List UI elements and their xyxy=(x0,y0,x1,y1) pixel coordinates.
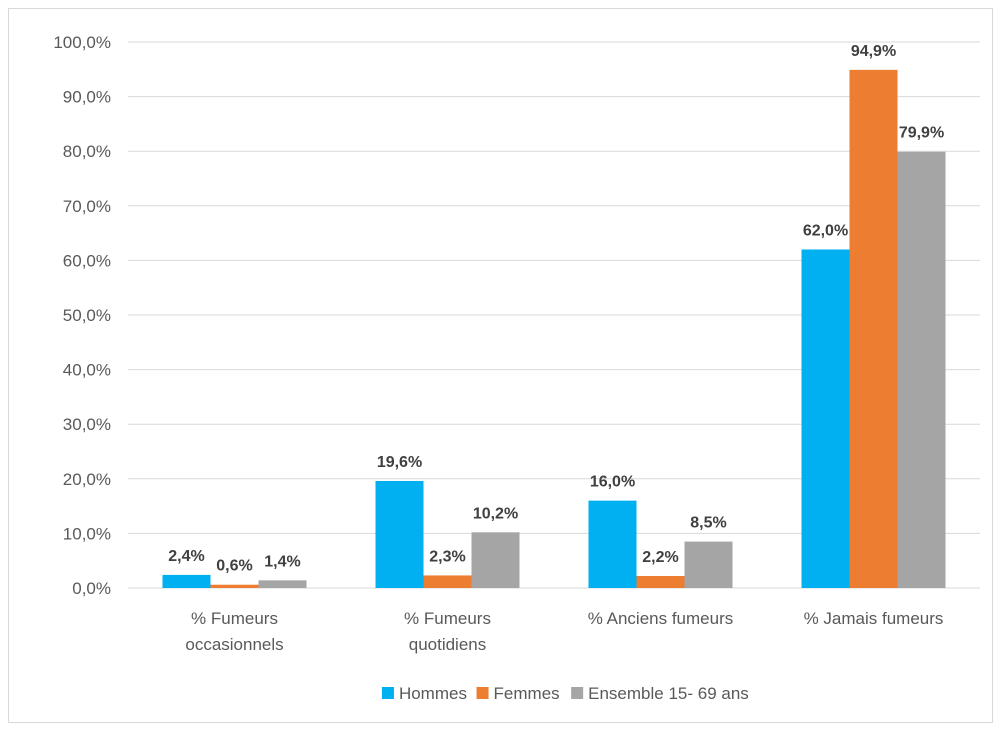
data-label: 94,9% xyxy=(851,43,896,60)
bar-ensemble-15-69-ans xyxy=(258,580,307,588)
y-tick-label: 10,0% xyxy=(63,524,111,543)
y-tick-label: 90,0% xyxy=(63,88,111,107)
legend-item: Ensemble 15- 69 ans xyxy=(571,684,749,703)
bar-ensemble-15-69-ans xyxy=(471,532,520,588)
y-tick-label: 0,0% xyxy=(72,579,111,598)
data-label: 8,5% xyxy=(690,515,726,532)
bar-ensemble-15-69-ans xyxy=(684,541,733,588)
y-tick-label: 30,0% xyxy=(63,415,111,434)
data-label: 19,6% xyxy=(377,454,422,471)
y-tick-label: 20,0% xyxy=(63,470,111,489)
legend-label: Hommes xyxy=(399,684,467,703)
x-category-label: % Jamais fumeurs xyxy=(804,609,944,628)
bar-hommes xyxy=(375,480,424,588)
legend-item: Hommes xyxy=(381,684,467,703)
data-label: 62,0% xyxy=(803,222,848,239)
data-label: 79,9% xyxy=(899,125,944,142)
bar-femmes xyxy=(849,69,898,588)
bar-hommes xyxy=(588,500,637,588)
y-axis-ticks: 0,0% 10,0% 20,0% 30,0% 40,0% 50,0% 60,0% 70,0% 8… xyxy=(53,33,111,598)
bar-ensemble-15-69-ans xyxy=(897,151,946,588)
bars xyxy=(162,69,946,589)
data-label: 2,3% xyxy=(429,548,465,565)
data-label: 2,4% xyxy=(168,548,204,565)
legend-label: Ensemble 15- 69 ans xyxy=(588,684,749,703)
x-category-label: % Fumeurs xyxy=(191,609,278,628)
bar-femmes xyxy=(210,584,259,588)
x-category-label: % Fumeurs xyxy=(404,609,491,628)
x-category-label: quotidiens xyxy=(409,635,487,654)
legend: Hommes Femmes Ensemble 15- 69 ans xyxy=(381,684,749,703)
y-tick-label: 100,0% xyxy=(53,33,111,52)
bar-hommes xyxy=(801,249,850,589)
data-label: 1,4% xyxy=(264,553,300,570)
legend-swatch xyxy=(476,687,489,699)
data-labels: 2,4% 19,6% 16,0% 62,0% 0,6% 2,3% 2,2% 94,9% 1,4%… xyxy=(168,43,944,575)
legend-label: Femmes xyxy=(494,684,560,703)
bar-femmes xyxy=(636,575,685,588)
y-tick-label: 80,0% xyxy=(63,142,111,161)
bar-hommes xyxy=(162,574,211,588)
x-axis-categories: % Fumeurs occasionnels % Fumeurs quotidiens… xyxy=(185,609,943,654)
legend-item: Femmes xyxy=(476,684,560,703)
y-tick-label: 70,0% xyxy=(63,197,111,216)
x-category-label: occasionnels xyxy=(185,635,283,654)
y-tick-label: 60,0% xyxy=(63,251,111,270)
legend-swatch xyxy=(381,687,394,699)
data-label: 10,2% xyxy=(473,505,518,522)
bar-femmes xyxy=(423,575,472,588)
legend-swatch xyxy=(571,687,584,699)
data-label: 16,0% xyxy=(590,474,635,491)
data-label: 2,2% xyxy=(642,549,678,566)
y-tick-label: 40,0% xyxy=(63,361,111,380)
x-category-label: % Anciens fumeurs xyxy=(588,609,734,628)
data-label: 0,6% xyxy=(216,558,252,575)
y-tick-label: 50,0% xyxy=(63,306,111,325)
